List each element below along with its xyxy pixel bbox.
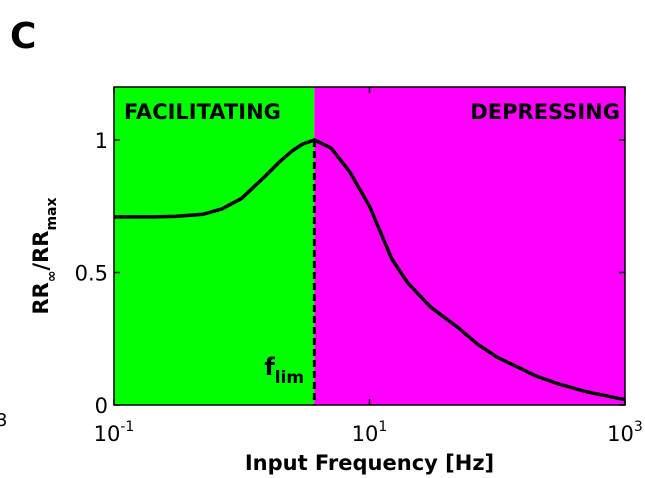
x-tick-exponent: 1	[378, 419, 387, 435]
f-lim-text: f	[264, 353, 275, 381]
f-lim-subscript: lim	[275, 368, 304, 388]
y-axis-label-part: /RR	[29, 231, 53, 271]
y-tick-label: 1	[95, 129, 108, 153]
y-axis-label-part: max	[44, 197, 60, 230]
x-tick-exponent: -1	[120, 419, 134, 435]
y-tick-label: 0	[95, 394, 108, 418]
x-tick-label: 103	[607, 419, 643, 446]
x-axis-label: Input Frequency [Hz]	[245, 451, 494, 475]
panel-label: C	[10, 16, 36, 57]
f-lim-label: flim	[264, 353, 304, 388]
line	[114, 138, 626, 402]
x-tick-base: 10	[94, 422, 121, 446]
region-label: DEPRESSING	[470, 100, 620, 124]
y-tick-label: 0.5	[75, 262, 108, 286]
edge-fragment: 3	[0, 410, 7, 431]
region-facilitating	[114, 87, 315, 405]
x-tick-base: 10	[607, 422, 634, 446]
x-tick-label: 10-1	[94, 419, 135, 446]
y-axis-label: RR∞/RRmax	[29, 197, 60, 314]
x-tick-base: 10	[352, 422, 379, 446]
x-tick-exponent: 3	[634, 419, 643, 435]
y-axis-label-part: RR	[29, 282, 53, 314]
region-label: FACILITATING	[124, 100, 281, 124]
y-axis-label-part: ∞	[44, 271, 60, 283]
x-tick-label: 101	[352, 419, 388, 446]
region-depressing	[314, 87, 625, 405]
